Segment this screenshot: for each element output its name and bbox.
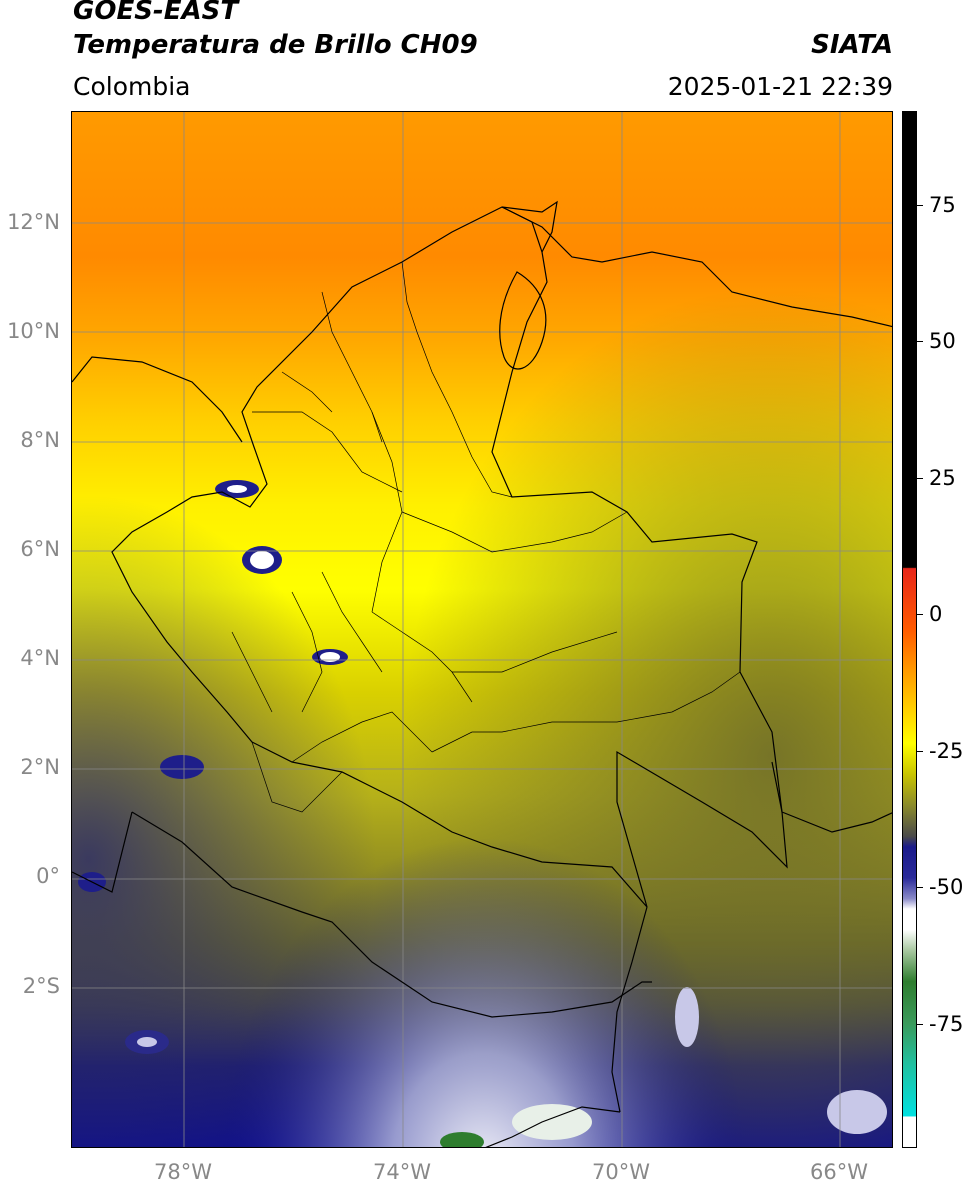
southern-storm-region xyxy=(72,112,892,1147)
region-label: Colombia xyxy=(73,72,191,101)
lat-label-8n: 8°N xyxy=(20,428,60,452)
satellite-title: GOES-EAST xyxy=(73,0,239,26)
cbar-label-minus-75: -75 xyxy=(929,1012,964,1036)
cbar-tick-50 xyxy=(917,341,923,342)
cbar-label-25: 25 xyxy=(929,466,956,490)
cbar-tick-minus-50 xyxy=(917,887,923,888)
convective-cores xyxy=(78,480,887,1147)
brazil-border xyxy=(611,906,648,1113)
cbar-label-75: 75 xyxy=(929,193,956,217)
cbar-tick-minus-75 xyxy=(917,1024,923,1025)
datetime-label: 2025-01-21 22:39 xyxy=(667,72,893,101)
cbar-tick-25 xyxy=(917,478,923,479)
ecuador-peru-border xyxy=(131,811,652,1018)
brightness-temperature-map xyxy=(71,111,893,1148)
lat-label-4n: 4°N xyxy=(20,646,60,670)
venezuela-coast xyxy=(501,206,892,328)
temperature-colorbar xyxy=(902,111,917,1148)
cbar-label-0: 0 xyxy=(929,602,943,626)
cbar-tick-75 xyxy=(917,205,923,206)
lat-label-2n: 2°N xyxy=(20,755,60,779)
guajira-peninsula xyxy=(501,200,558,253)
lat-label-0: 0° xyxy=(36,864,60,888)
map-canvas xyxy=(72,112,892,1147)
lat-label-2s: 2°S xyxy=(22,974,60,998)
lon-label-74w: 74°W xyxy=(373,1160,431,1184)
lon-label-78w: 78°W xyxy=(154,1160,212,1184)
southern-boundary xyxy=(485,1106,621,1147)
southeast-border xyxy=(771,761,892,833)
product-title: Temperatura de Brillo CH09 xyxy=(73,30,478,60)
lake-maracaibo xyxy=(499,271,547,370)
lon-label-70w: 70°W xyxy=(592,1160,650,1184)
panama-coast xyxy=(72,356,243,443)
cbar-label-minus-50: -50 xyxy=(929,875,964,899)
cbar-tick-0 xyxy=(917,614,923,615)
country-boundaries xyxy=(72,200,892,1147)
cbar-label-50: 50 xyxy=(929,329,956,353)
pacific-coast-south xyxy=(72,811,133,893)
cbar-tick-minus-25 xyxy=(917,751,923,752)
lon-label-66w: 66°W xyxy=(810,1160,868,1184)
lat-label-6n: 6°N xyxy=(20,537,60,561)
cbar-label-minus-25: -25 xyxy=(929,739,964,763)
lat-label-12n: 12°N xyxy=(7,210,60,234)
colorbar-gradient xyxy=(903,112,916,1147)
colombia-outline xyxy=(111,206,788,908)
department-boundaries xyxy=(231,261,741,813)
graticule xyxy=(72,112,892,1147)
lat-label-10n: 10°N xyxy=(7,319,60,343)
brand-label: SIATA xyxy=(811,30,893,60)
